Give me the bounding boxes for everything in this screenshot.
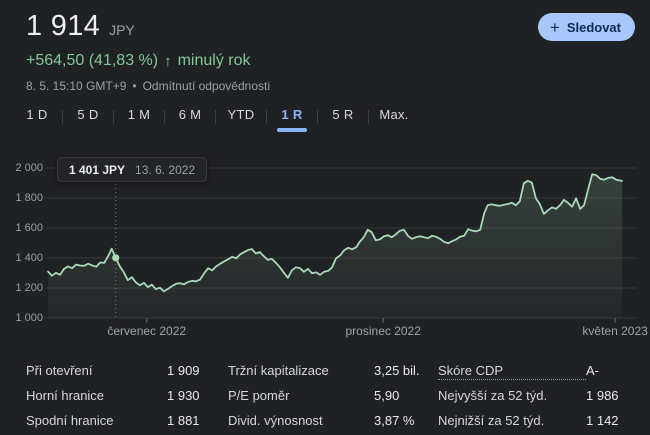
stat-value: 1 909	[167, 363, 200, 378]
stat-row: Skóre CDP A-	[438, 358, 636, 383]
price-line	[47, 173, 623, 293]
price-chart: 1 401 JPY 13. 6. 2022 2 000 1 800 1 600 1 4…	[0, 152, 650, 342]
dot-separator: •	[132, 79, 137, 93]
chart-canvas[interactable]	[0, 152, 650, 342]
price-change: +564,50 (41,83 %) ↑ minulý rok	[26, 52, 270, 70]
stock-price: 1 914	[26, 10, 101, 42]
stat-label: P/E poměr	[228, 388, 290, 403]
stat-label[interactable]: Skóre CDP	[438, 362, 586, 380]
range-tab-5d[interactable]: 5 D	[77, 107, 99, 122]
tab-separator	[215, 109, 216, 124]
y-axis-label: 1 200	[15, 282, 43, 294]
stat-label: Nejvyšší za 52 týd.	[438, 388, 548, 403]
quote-timestamp: 8. 5. 15:10 GMT+9	[26, 79, 127, 93]
hover-point-dot	[112, 254, 120, 262]
stats-column: Tržní kapitalizace 3,25 bil. P/E poměr 5,90…	[228, 358, 426, 433]
y-axis-label: 1 600	[15, 222, 43, 234]
y-axis-label: 1 400	[15, 252, 43, 264]
stat-row: Nejvyšší za 52 týd. 1 986	[438, 383, 636, 408]
tab-separator	[368, 109, 369, 124]
disclaimer-link[interactable]: Odmítnutí odpovědnosti	[142, 79, 271, 93]
tooltip-date: 13. 6. 2022	[135, 162, 196, 177]
x-axis-label: květen 2023	[582, 324, 648, 338]
follow-button-label: Sledovat	[566, 19, 621, 35]
range-tab-5r[interactable]: 5 R	[332, 107, 354, 122]
stat-row: P/E poměr 5,90	[228, 383, 426, 408]
stat-label: Nejnižší za 52 týd.	[438, 413, 545, 428]
stats-column: Při otevření 1 909 Horní hranice 1 930 Spodn…	[26, 358, 216, 433]
stat-row: Nejnižší za 52 týd. 1 142	[438, 408, 636, 433]
stat-label: Spodní hranice	[26, 413, 114, 428]
change-amount: +564,50 (41,83 %)	[26, 52, 159, 69]
stat-label: Horní hranice	[26, 388, 105, 403]
tab-separator	[113, 109, 114, 124]
stat-value: 1 930	[167, 388, 200, 403]
stat-label: Při otevření	[26, 363, 93, 378]
range-tab-6m[interactable]: 6 M	[178, 107, 202, 122]
chart-tooltip: 1 401 JPY 13. 6. 2022	[57, 157, 208, 182]
currency-code: JPY	[109, 22, 135, 38]
price-area-fill	[48, 174, 622, 318]
stat-value: 3,25 bil.	[374, 363, 420, 378]
y-axis-label: 1 800	[15, 192, 43, 204]
stat-value: 1 986	[586, 388, 619, 403]
price-header: 1 914 JPY +564,50 (41,83 %) ↑ minulý rok…	[26, 10, 270, 93]
y-axis-label: 2 000	[15, 162, 43, 174]
stats-column: Skóre CDP A- Nejvyšší za 52 týd. 1 986 Nejni…	[438, 358, 636, 433]
change-period: minulý rok	[177, 52, 251, 69]
stat-label: Tržní kapitalizace	[228, 363, 329, 378]
stat-value: 3,87 %	[374, 413, 415, 428]
tooltip-price: 1 401 JPY	[69, 162, 126, 177]
tab-separator	[164, 109, 165, 124]
stat-row: Horní hranice 1 930	[26, 383, 216, 408]
stat-row: Spodní hranice 1 881	[26, 408, 216, 433]
y-axis-label: 1 000	[15, 312, 43, 324]
range-tab-1m[interactable]: 1 M	[127, 107, 151, 122]
x-axis-label: prosinec 2022	[345, 324, 421, 338]
stat-row: Tržní kapitalizace 3,25 bil.	[228, 358, 426, 383]
plus-icon: +	[549, 17, 560, 37]
stat-value: A-	[586, 363, 599, 378]
stat-value: 5,90	[374, 388, 400, 403]
stat-label: Divid. výnosnost	[228, 413, 323, 428]
range-tabs: 1 D 5 D 1 M 6 M YTD 1 R 5 R Max.	[12, 103, 419, 130]
range-tab-max[interactable]: Max.	[379, 107, 409, 122]
follow-button[interactable]: + Sledovat	[537, 13, 635, 41]
stat-value: 1 881	[167, 413, 200, 428]
range-tab-1d[interactable]: 1 D	[26, 107, 48, 122]
stat-row: Divid. výnosnost 3,87 %	[228, 408, 426, 433]
tab-separator	[317, 109, 318, 124]
range-tab-ytd[interactable]: YTD	[227, 107, 255, 122]
up-arrow-icon: ↑	[164, 52, 172, 70]
range-tab-1r[interactable]: 1 R	[267, 103, 317, 130]
stat-row: Při otevření 1 909	[26, 358, 216, 383]
tab-separator	[62, 109, 63, 124]
stat-value: 1 142	[586, 413, 619, 428]
x-axis-label: červenec 2022	[107, 324, 187, 338]
